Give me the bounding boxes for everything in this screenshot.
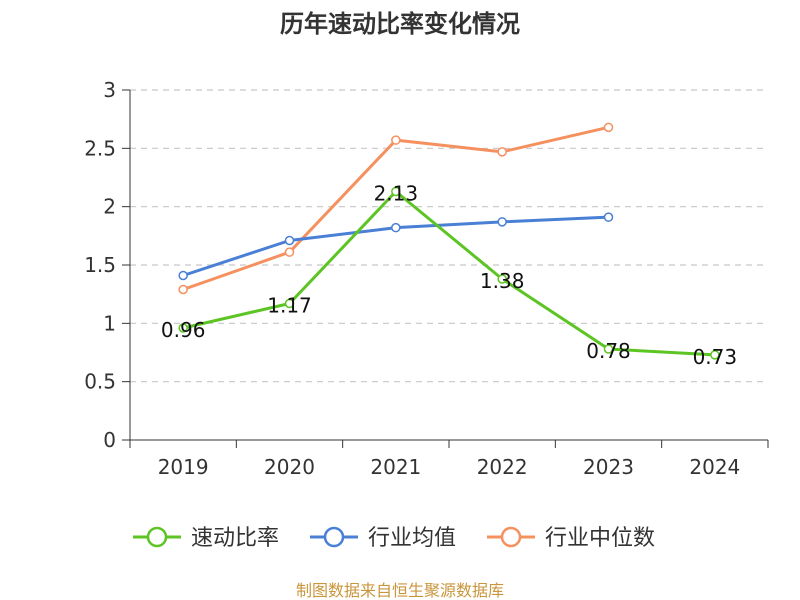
y-tick-label: 0 bbox=[103, 428, 116, 452]
x-tick-label: 2020 bbox=[264, 455, 315, 479]
y-tick-label: 0.5 bbox=[84, 370, 116, 394]
data-point bbox=[178, 270, 188, 281]
data-label: 0.78 bbox=[586, 339, 631, 363]
legend-marker bbox=[323, 526, 345, 548]
data-point bbox=[497, 217, 507, 227]
y-tick-label: 3 bbox=[103, 78, 116, 102]
data-label: 1.17 bbox=[267, 294, 312, 318]
data-label: 0.73 bbox=[693, 345, 738, 369]
data-point bbox=[497, 147, 507, 157]
x-tick-label: 2019 bbox=[158, 455, 209, 479]
data-point bbox=[497, 274, 507, 284]
data-label: 1.38 bbox=[480, 269, 525, 293]
data-point bbox=[603, 212, 614, 222]
data-label: 2.13 bbox=[374, 182, 419, 206]
data-labels: 0.96 1.17 2.13 1.38 0.78 0.73 bbox=[161, 182, 737, 369]
data-point bbox=[391, 222, 401, 233]
y-tick-label: 2.5 bbox=[84, 136, 116, 160]
y-tick-label: 1.5 bbox=[84, 253, 116, 277]
data-point bbox=[284, 235, 295, 246]
data-point bbox=[710, 350, 720, 360]
series bbox=[178, 122, 720, 360]
source-note: 制图数据来自恒生聚源数据库 bbox=[296, 581, 504, 600]
legend-marker bbox=[500, 526, 522, 548]
grid bbox=[130, 89, 768, 383]
data-point bbox=[603, 344, 614, 354]
data-point bbox=[178, 323, 188, 333]
data-point bbox=[284, 298, 295, 309]
legend-label: 速动比率 bbox=[191, 526, 279, 551]
legend-marker bbox=[146, 526, 168, 548]
y-tick-label: 1 bbox=[103, 311, 116, 335]
data-point bbox=[178, 284, 188, 295]
axes: 0 0.5 1 1.5 2 2.5 3 2019 2020 2021 2022 2023 2024 bbox=[84, 78, 769, 479]
series-line bbox=[182, 190, 715, 357]
data-point bbox=[284, 247, 295, 257]
data-label: 0.96 bbox=[161, 318, 206, 342]
chart-title: 历年速动比率变化情况 bbox=[280, 10, 520, 38]
legend: 速动比率 行业均值 行业中位数 bbox=[133, 526, 655, 551]
legend-item: 行业均值 bbox=[310, 526, 456, 551]
x-tick-label: 2021 bbox=[370, 455, 421, 479]
data-point bbox=[603, 122, 614, 133]
x-tick-label: 2024 bbox=[689, 455, 740, 479]
x-tick-label: 2022 bbox=[477, 455, 528, 479]
y-tick-label: 2 bbox=[103, 195, 116, 219]
legend-item: 行业中位数 bbox=[487, 526, 655, 551]
legend-label: 行业中位数 bbox=[545, 526, 655, 551]
x-tick-label: 2023 bbox=[583, 455, 634, 479]
legend-item: 速动比率 bbox=[133, 526, 279, 551]
data-point bbox=[391, 135, 401, 145]
data-point bbox=[391, 186, 401, 197]
legend-label: 行业均值 bbox=[368, 526, 456, 551]
